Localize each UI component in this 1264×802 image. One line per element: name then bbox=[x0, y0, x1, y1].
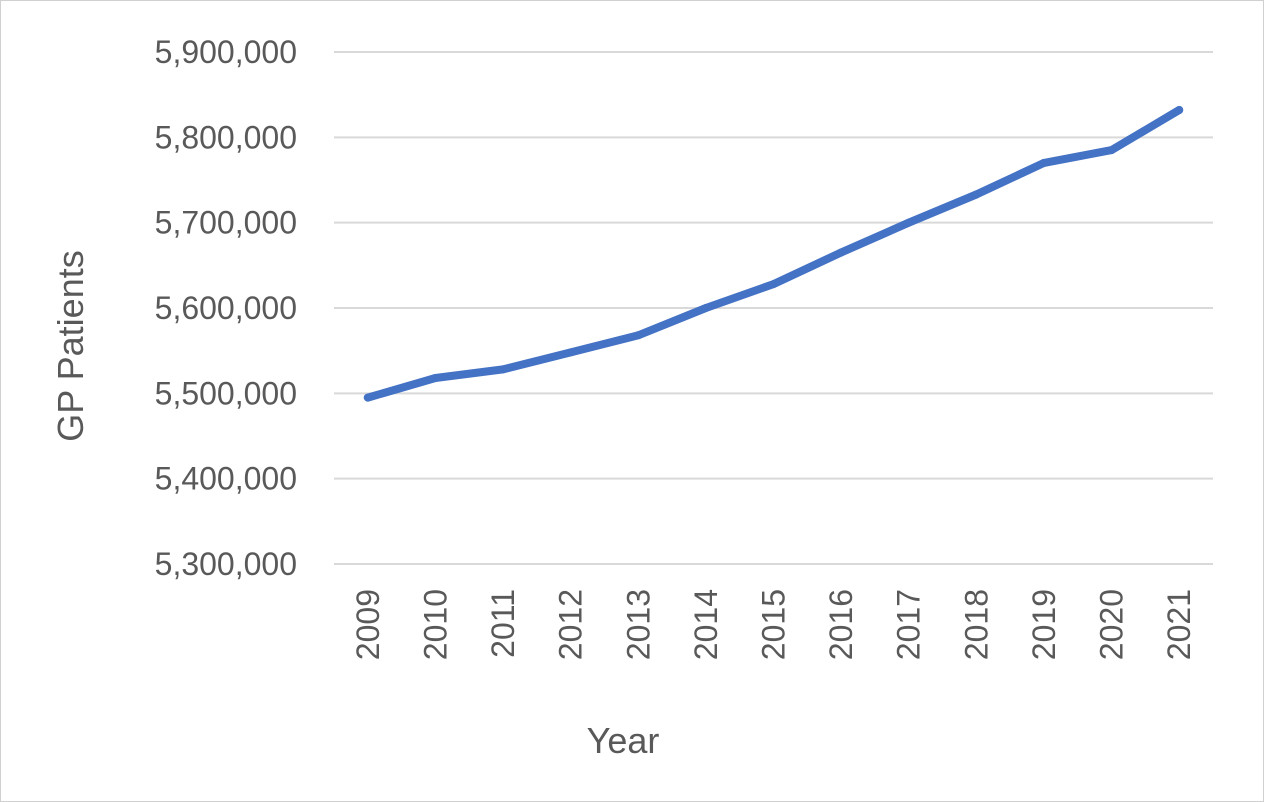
y-tick-label: 5,400,000 bbox=[155, 461, 297, 497]
series-line bbox=[363, 106, 1184, 402]
data-point bbox=[566, 348, 575, 357]
x-tick-label: 2011 bbox=[485, 589, 521, 658]
data-point bbox=[701, 304, 710, 312]
x-tick-label: 2017 bbox=[891, 589, 927, 660]
x-tick-label: 2018 bbox=[958, 589, 994, 660]
data-point bbox=[499, 365, 507, 374]
y-tick-label: 5,800,000 bbox=[155, 119, 297, 155]
x-tick-label: 2012 bbox=[553, 589, 589, 660]
gridlines bbox=[334, 51, 1213, 565]
x-tick-label: 2009 bbox=[350, 589, 386, 660]
x-tick-label: 2013 bbox=[620, 589, 656, 660]
data-point bbox=[1107, 146, 1116, 155]
x-tick-label: 2014 bbox=[688, 589, 724, 660]
data-point bbox=[1040, 158, 1048, 167]
x-tick-label: 2015 bbox=[756, 589, 792, 660]
series-layer bbox=[363, 106, 1184, 402]
y-tick-label: 5,300,000 bbox=[155, 546, 297, 582]
y-tick-label: 5,600,000 bbox=[155, 290, 297, 326]
x-axis-ticks: 2009 2010 2011 2012 2013 2014 2015 2016 2017 2018… bbox=[350, 589, 1197, 660]
data-point bbox=[363, 393, 372, 402]
x-tick-label: 2020 bbox=[1094, 589, 1130, 660]
x-tick-label: 2010 bbox=[417, 589, 453, 660]
x-tick-label: 2016 bbox=[823, 589, 859, 660]
y-tick-label: 5,700,000 bbox=[155, 205, 297, 241]
y-axis-ticks: 5,300,000 5,400,000 5,500,000 5,600,000 5,70… bbox=[155, 34, 297, 582]
data-point bbox=[837, 248, 846, 257]
x-tick-label: 2019 bbox=[1026, 589, 1062, 660]
data-point bbox=[769, 280, 778, 289]
y-tick-label: 5,900,000 bbox=[155, 34, 297, 70]
data-point bbox=[972, 190, 981, 199]
y-tick-label: 5,500,000 bbox=[155, 375, 297, 411]
data-point bbox=[904, 218, 913, 227]
x-tick-label: 2021 bbox=[1161, 589, 1197, 660]
data-point bbox=[1175, 106, 1184, 114]
y-axis-title: GP Patients bbox=[50, 250, 91, 441]
x-axis-title: Year bbox=[587, 720, 660, 761]
data-point bbox=[634, 331, 643, 340]
data-point bbox=[431, 374, 440, 382]
